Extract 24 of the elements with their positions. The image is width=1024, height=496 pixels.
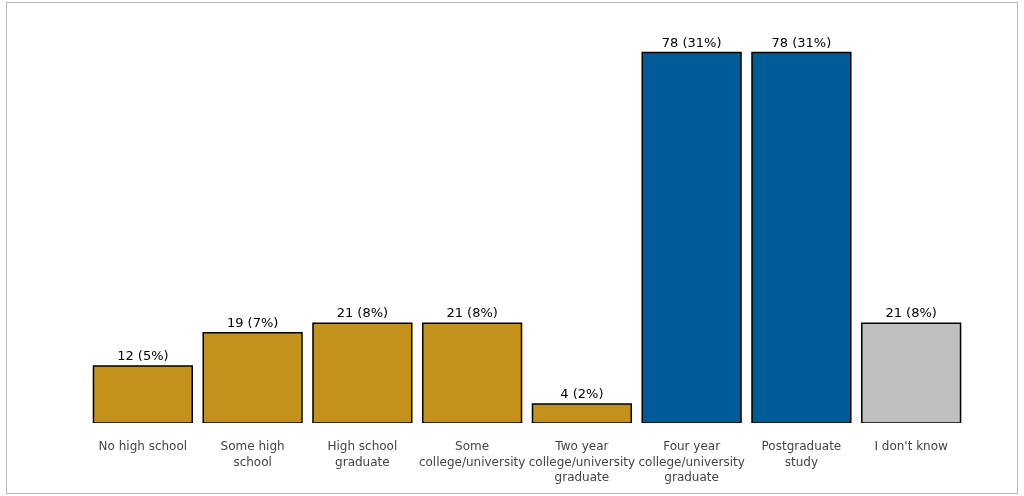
bar [421, 322, 523, 423]
bar [202, 332, 303, 423]
bar [92, 365, 193, 423]
x-tick-label: High school graduate [327, 439, 398, 469]
data-label: 12 (5%) [117, 348, 169, 363]
x-tick-label: Some high school [220, 439, 285, 469]
x-tick-label: No high school [98, 439, 188, 453]
x-tick-label: Postgraduate study [761, 439, 842, 469]
data-label: 4 (2%) [560, 386, 604, 401]
x-tick-label: Some college/university [418, 439, 526, 469]
data-label: 21 (8%) [336, 305, 389, 321]
x-tick-label: Two year college/university graduate [528, 439, 636, 485]
bar [751, 51, 852, 423]
data-label: 19 (7%) [226, 314, 279, 330]
data-label: 78 (31%) [661, 34, 722, 50]
bar [312, 322, 413, 423]
x-tick-label: I don't know [874, 439, 949, 453]
data-label: 78 (31%) [771, 34, 832, 50]
bar [641, 51, 742, 423]
bar [531, 403, 633, 423]
x-tick-label: Four year college/university graduate [638, 439, 745, 485]
data-label: 21 (8%) [885, 305, 937, 321]
data-label: 21 (8%) [446, 305, 498, 321]
bar [861, 322, 962, 423]
